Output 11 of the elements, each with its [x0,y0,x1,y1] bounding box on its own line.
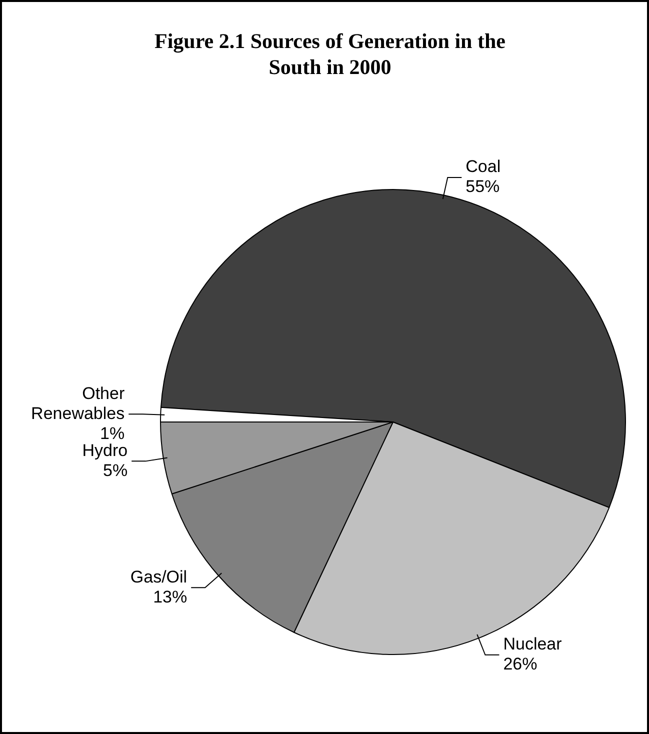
data-label: 55% [466,177,500,196]
data-label: 5% [103,460,128,480]
slice-label: Nuclear [503,634,562,654]
data-label: 1% [100,424,125,443]
data-label: 13% [153,587,188,606]
slice-label: Hydro [82,440,128,460]
slice-label: Gas/Oil [130,567,188,586]
data-label: 26% [503,654,538,674]
slice-label: Other Renewables [31,384,125,423]
slice-label: Coal [466,157,501,176]
chart-title: Figure 2.1 Sources of Generation in the South in 2000 [154,28,506,80]
